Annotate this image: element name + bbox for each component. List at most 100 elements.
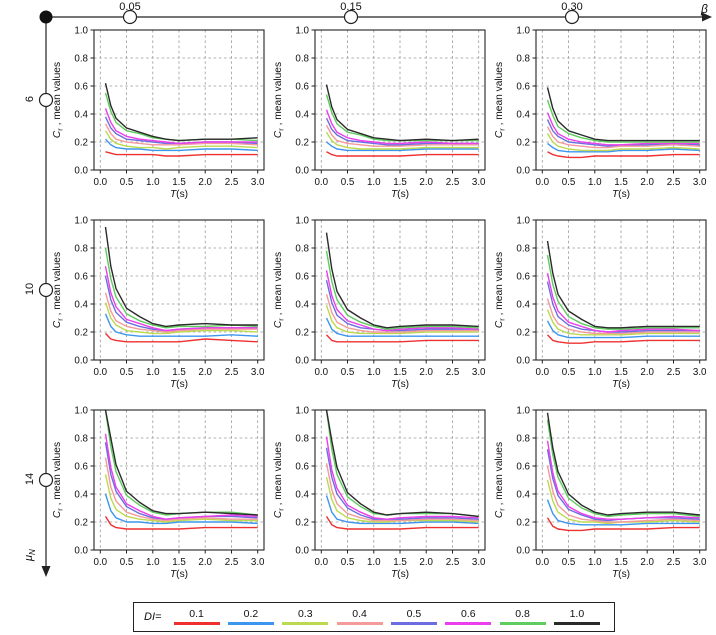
beta-axis-label: β xyxy=(701,2,708,16)
curve-di-0.1 xyxy=(105,151,258,157)
x-tick-label: 0.0 xyxy=(314,177,328,188)
x-axis-label: T(s) xyxy=(170,379,188,390)
legend-swatch-icon xyxy=(390,622,437,625)
legend-title: DI= xyxy=(144,611,162,623)
curve-di-0.8 xyxy=(546,254,700,330)
subplot-svg: 0.0 0.5 1.0 1.5 2.0 2.5 3.0 0.0 0.2 0.4 0.6 0.8 1.0 C… xyxy=(273,26,486,201)
x-tick-label: 1.5 xyxy=(393,177,407,188)
x-axis-label: T(s) xyxy=(391,189,409,200)
legend-swatch-icon xyxy=(173,622,220,625)
x-tick-label: 0.0 xyxy=(535,367,549,378)
legend-item: 0.8 xyxy=(495,609,549,625)
subplot-svg: 0.0 0.5 1.0 1.5 2.0 2.5 3.0 0.0 0.2 0.4 0.6 0.8 1.0 C… xyxy=(273,406,486,581)
x-tick-label: 3.0 xyxy=(472,177,486,188)
x-tick-label: 1.0 xyxy=(367,367,381,378)
curve-di-1.0 xyxy=(546,240,700,329)
legend-item: 0.4 xyxy=(332,609,386,625)
y-tick-label: 0.2 xyxy=(295,328,309,339)
x-axis-label: T(s) xyxy=(170,189,188,200)
plot-area xyxy=(314,29,486,171)
legend-label: 1.0 xyxy=(569,608,585,621)
y-tick-label: 1.0 xyxy=(516,26,530,37)
y-tick-label: 0.0 xyxy=(295,166,309,177)
y-tick-label: 0.8 xyxy=(74,244,88,255)
legend-label: 0.8 xyxy=(515,608,530,621)
y-tick-label: 0.2 xyxy=(74,518,88,529)
y-tick-label: 0.6 xyxy=(295,82,309,93)
y-axis-label: Cr , mean values xyxy=(494,62,507,138)
x-tick-label: 0.0 xyxy=(93,557,107,568)
curve-di-1.0 xyxy=(546,87,700,142)
curve-di-0.8 xyxy=(325,250,479,330)
x-tick-label: 1.5 xyxy=(172,557,186,568)
curve-di-0.8 xyxy=(325,409,479,518)
subplot-mu10-beta0.15: 0.0 0.5 1.0 1.5 2.0 2.5 3.0 0.0 0.2 0.4 0.6 0.8 1.0 C… xyxy=(271,214,492,404)
y-tick-label: 1.0 xyxy=(74,406,88,417)
y-tick-label: 0.6 xyxy=(74,82,88,93)
legend-swatch-icon xyxy=(553,622,600,625)
y-tick-label: 0.4 xyxy=(516,110,530,121)
x-tick-label: 0.5 xyxy=(341,367,355,378)
curve-di-1.0 xyxy=(325,232,479,329)
y-tick-label: 0.4 xyxy=(295,490,309,501)
curve-di-0.4 xyxy=(325,124,479,147)
charts-grid: 0.0 0.5 1.0 1.5 2.0 2.5 3.0 0.0 0.2 0.4 0.6 0.8 1.0 C… xyxy=(50,24,713,594)
x-tick-label: 2.5 xyxy=(446,367,460,378)
curve-di-0.2 xyxy=(325,495,479,525)
y-axis-label: Cr , mean values xyxy=(273,62,286,138)
y-axis-label: Cr , mean values xyxy=(52,62,65,138)
curve-di-1.0 xyxy=(104,226,258,328)
mu-value-1: 6 xyxy=(24,95,36,103)
plot-area xyxy=(93,409,265,551)
curve-di-0.5 xyxy=(546,449,700,522)
curve-di-0.2 xyxy=(104,313,258,337)
plot-area xyxy=(93,219,265,361)
curve-di-0.1 xyxy=(104,332,258,343)
beta-value-1: 0.05 xyxy=(119,1,141,13)
x-tick-label: 1.0 xyxy=(367,177,381,188)
x-axis-label: T(s) xyxy=(170,569,188,580)
curve-di-0.5 xyxy=(325,280,479,332)
curve-di-0.6 xyxy=(546,440,700,520)
x-tick-label: 0.5 xyxy=(120,367,134,378)
y-tick-label: 0.6 xyxy=(295,462,309,473)
y-tick-label: 0.4 xyxy=(74,110,88,121)
y-tick-label: 0.4 xyxy=(74,490,88,501)
y-tick-label: 0.0 xyxy=(74,166,88,177)
x-tick-label: 2.0 xyxy=(419,367,433,378)
curve-di-0.4 xyxy=(104,292,258,333)
curve-di-0.2 xyxy=(325,317,479,337)
y-tick-label: 1.0 xyxy=(295,406,309,417)
curve-di-0.3 xyxy=(104,130,258,150)
curve-di-0.1 xyxy=(325,516,479,530)
subplot-mu10-beta0.05: 0.0 0.5 1.0 1.5 2.0 2.5 3.0 0.0 0.2 0.4 0.6 0.8 1.0 C… xyxy=(50,214,271,404)
y-tick-label: 0.6 xyxy=(516,462,530,473)
y-axis-label: Cr , mean values xyxy=(273,252,286,328)
x-tick-label: 1.5 xyxy=(172,177,186,188)
y-tick-label: 0.8 xyxy=(295,244,309,255)
x-tick-label: 2.0 xyxy=(198,177,212,188)
y-tick-label: 0.0 xyxy=(516,546,530,557)
x-tick-label: 1.5 xyxy=(614,177,628,188)
x-tick-label: 2.0 xyxy=(640,557,654,568)
y-tick-label: 0.2 xyxy=(516,518,530,529)
curve-di-0.1 xyxy=(546,517,700,532)
y-tick-label: 0.0 xyxy=(295,546,309,557)
y-tick-label: 1.0 xyxy=(516,406,530,417)
legend-item: 0.2 xyxy=(224,609,278,625)
y-tick-label: 0.6 xyxy=(74,272,88,283)
x-tick-label: 1.5 xyxy=(614,557,628,568)
y-tick-label: 0.0 xyxy=(295,356,309,367)
y-tick-label: 0.6 xyxy=(295,272,309,283)
curve-di-0.3 xyxy=(104,474,258,523)
mu-value-3: 14 xyxy=(24,472,36,486)
x-tick-label: 3.0 xyxy=(472,367,486,378)
legend-item: 0.3 xyxy=(278,609,332,625)
x-tick-label: 1.5 xyxy=(393,557,407,568)
y-tick-label: 1.0 xyxy=(74,216,88,227)
y-axis-label: Cr , mean values xyxy=(273,442,286,518)
legend-label: 0.2 xyxy=(243,608,259,621)
curve-di-0.6 xyxy=(546,112,700,146)
x-tick-label: 2.0 xyxy=(198,557,212,568)
legend-label: 0.4 xyxy=(352,608,367,621)
